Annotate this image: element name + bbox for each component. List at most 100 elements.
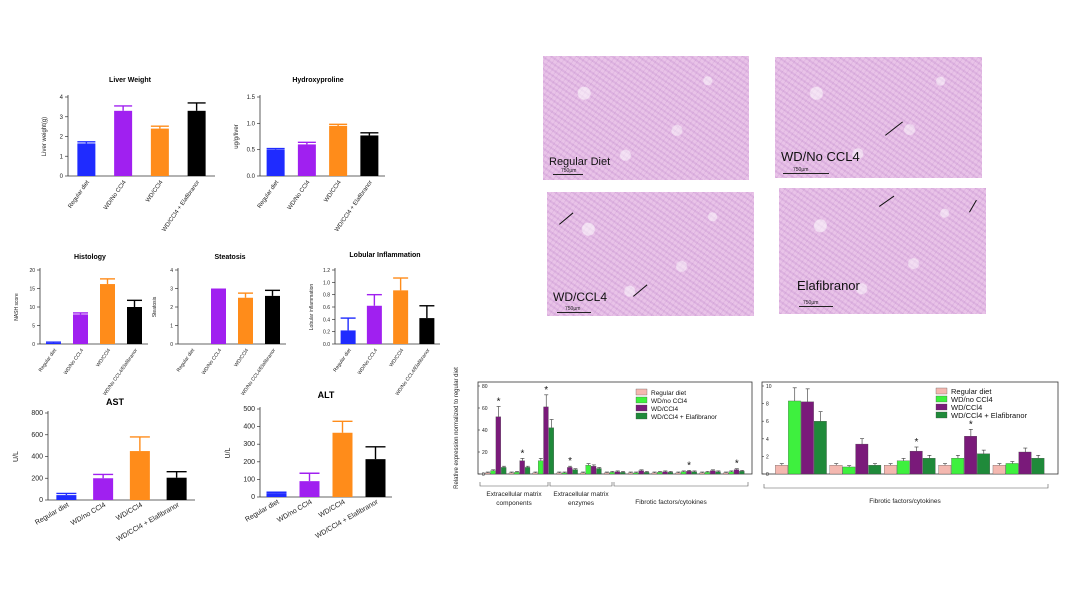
group-label: Extracellular matrix <box>553 491 609 498</box>
y-tick-label: 2 <box>170 305 173 311</box>
y-axis-label: Steatosis <box>152 296 158 317</box>
x-tick-label: WD/CCl4 <box>318 499 347 520</box>
bar <box>1031 458 1045 475</box>
y-tick-label: 0 <box>482 472 485 478</box>
y-tick-label: 200 <box>243 459 255 466</box>
y-tick-label: 0 <box>170 342 173 348</box>
y-tick-label: 60 <box>482 406 488 412</box>
bar <box>501 467 507 475</box>
bar <box>739 471 745 475</box>
bar <box>73 314 88 344</box>
y-tick-label: 1 <box>170 324 173 330</box>
bar <box>896 460 910 475</box>
y-tick-label: 200 <box>31 475 43 482</box>
y-tick-label: 800 <box>31 410 43 417</box>
y-tick-label: 2 <box>60 135 64 141</box>
y-tick-label: 300 <box>243 441 255 448</box>
bar <box>393 290 409 344</box>
y-tick-label: 1 <box>60 154 64 160</box>
y-tick-label: 1.0 <box>323 280 330 286</box>
y-axis-label: Liver weight(g) <box>42 117 48 156</box>
y-tick-label: 15 <box>29 287 35 293</box>
legend-label: WD/CCl4 <box>651 406 678 413</box>
y-axis-label: NASH score <box>14 293 20 321</box>
bar <box>620 472 626 475</box>
bar <box>662 471 668 475</box>
y-tick-label: 0 <box>251 494 255 501</box>
x-tick-label: WD/No CCl4 <box>103 179 128 211</box>
group-bracket <box>763 484 1049 489</box>
legend-swatch <box>635 404 648 412</box>
bar <box>680 471 687 475</box>
bar <box>548 427 554 475</box>
bar <box>627 472 634 475</box>
bar <box>93 478 114 500</box>
bar <box>699 472 705 475</box>
histology-caption: WD/CCL4 <box>553 290 608 304</box>
bar <box>572 469 578 475</box>
chart-title: Liver Weight <box>109 77 152 84</box>
y-tick-label: 3 <box>170 287 173 293</box>
y-tick-label: 0.5 <box>247 148 256 154</box>
bar <box>951 458 965 475</box>
bar <box>129 451 150 500</box>
legend-swatch <box>935 411 948 419</box>
chart-title: Lobular Inflammation <box>349 252 420 259</box>
bar <box>591 466 597 475</box>
bar <box>166 477 187 500</box>
x-tick-label: Regular diet <box>38 347 59 373</box>
group-bracket <box>613 482 749 487</box>
bar <box>788 400 801 475</box>
legend-swatch <box>635 396 648 404</box>
bar <box>266 149 285 176</box>
bar <box>485 472 491 475</box>
bar <box>596 468 602 475</box>
legend-swatch <box>935 395 948 403</box>
x-tick-label: Regular diet <box>332 347 353 373</box>
bar <box>909 450 923 475</box>
y-tick-label: 10 <box>766 384 772 390</box>
bar <box>365 459 386 497</box>
x-tick-label: Regular diet <box>68 179 92 209</box>
y-tick-label: 0 <box>60 174 64 180</box>
histology-image-elafibranor: Elafibranor 750µm <box>779 188 986 314</box>
scale-bar-label: 750µm <box>803 300 819 306</box>
bar <box>561 472 568 475</box>
y-axis-label: U/L <box>225 447 232 458</box>
x-tick-label: WD/no CCl4 <box>70 502 107 528</box>
bar <box>543 406 549 475</box>
bar <box>495 416 501 475</box>
x-tick-label: WD/CCl4 <box>115 502 144 523</box>
y-tick-label: 4 <box>60 95 64 101</box>
significance-marker: * <box>520 448 524 459</box>
y-tick-label: 40 <box>482 428 488 434</box>
bar <box>299 481 320 497</box>
bar <box>46 342 61 344</box>
bar <box>638 470 644 475</box>
histology-caption: Elafibranor <box>797 278 860 293</box>
bar <box>114 110 133 176</box>
legend-label: Regular diet <box>651 390 686 397</box>
bar <box>992 465 1006 475</box>
y-tick-label: 6 <box>766 419 769 425</box>
bar <box>728 471 734 475</box>
bar <box>964 436 977 475</box>
bar <box>675 472 681 475</box>
x-tick-label: WD/no CCl4 <box>276 499 313 525</box>
bar <box>604 472 610 475</box>
y-tick-label: 4 <box>766 437 769 443</box>
y-tick-label: 20 <box>482 450 488 456</box>
group-label: enzymes <box>568 500 595 507</box>
bar <box>508 472 515 475</box>
bar <box>1005 463 1019 475</box>
y-tick-label: 80 <box>482 384 488 390</box>
chart-title: Steatosis <box>214 254 245 261</box>
significance-marker: * <box>969 419 973 430</box>
group-label: Fibrotic factors/cytokines <box>869 498 941 505</box>
scale-bar-label: 750µm <box>793 167 809 173</box>
chart-title: Hydroxyproline <box>292 77 343 84</box>
group-label: components <box>496 500 532 507</box>
bar <box>813 421 827 475</box>
bar <box>238 297 253 344</box>
